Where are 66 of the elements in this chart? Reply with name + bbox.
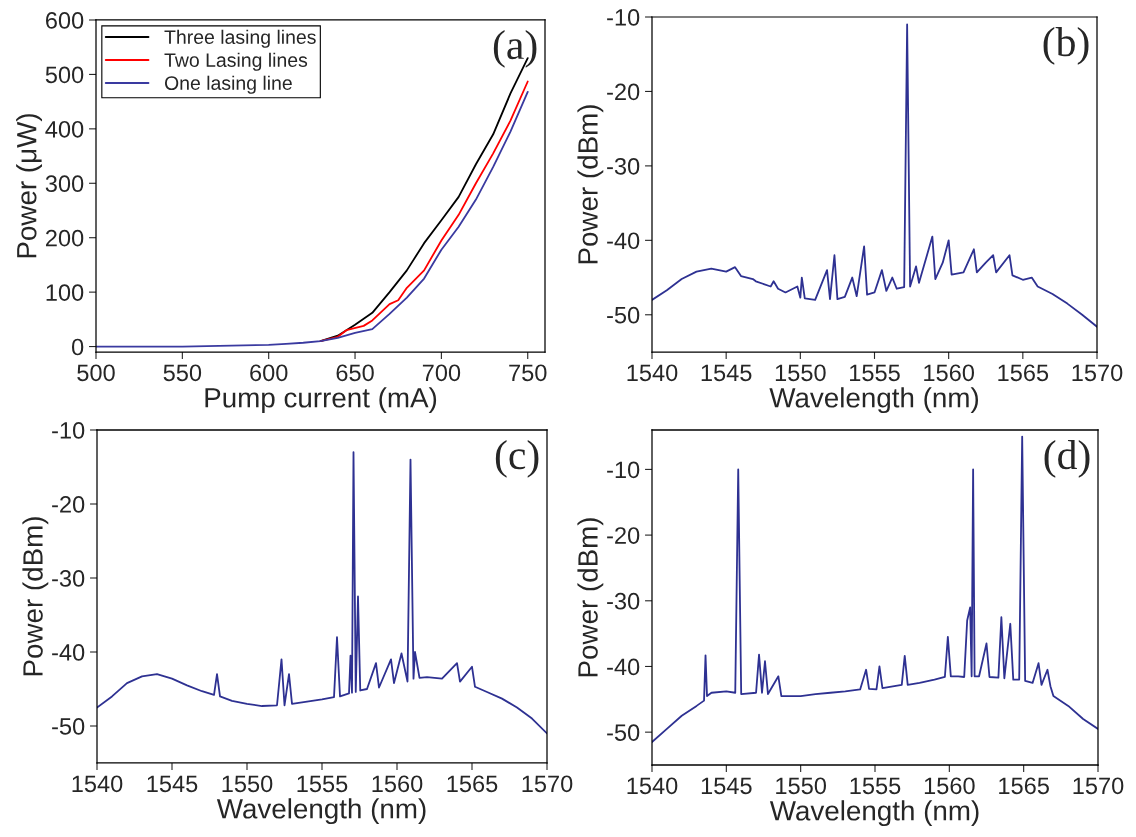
y-tick-label: 200 [45,229,84,247]
x-tick-label: 1540 [72,775,123,793]
y-tick-label: 100 [46,284,84,301]
y-tick-label: -30 [607,157,640,175]
y-axis-title: Power (dBm) [577,518,604,677]
annotation: (a) [493,29,537,68]
y-tick-label: 500 [45,66,84,84]
y-tick-label: -40 [607,232,640,250]
y-tick-label: 0 [71,338,84,356]
annotation: (d) [1044,440,1090,478]
x-tick-label: 1550 [222,775,273,793]
x-axis-title: Pump current (mA) [205,387,437,414]
x-tick-label: 1565 [999,777,1049,795]
y-tick-label: -20 [607,527,640,544]
y-tick-label: 300 [45,175,84,193]
x-tick-label: 1570 [1073,777,1124,795]
legend-label: Three lasing lines [164,29,316,48]
y-tick-label: -10 [607,461,640,479]
y-tick-label: -40 [52,644,85,661]
x-tick-label: 550 [163,364,202,382]
annotation: (c) [495,439,539,478]
y-tick-label: 400 [45,120,84,138]
legend-label: One lasing line [164,75,292,94]
y-axis-title: Power (dBm) [577,105,604,264]
annotation: (b) [1043,27,1089,65]
x-tick-label: 1555 [850,777,901,795]
x-tick-label: 600 [250,364,288,382]
x-tick-label: 1555 [297,775,348,793]
y-axis-title: Power (dBm) [22,517,49,676]
y-tick-label: -10 [52,422,85,439]
y-tick-label: -20 [52,496,85,513]
x-axis-title: Wavelength (nm) [769,800,979,827]
legend-label: Two Lasing lines [164,52,308,71]
x-tick-label: 1570 [522,775,573,793]
x-tick-label: 1545 [147,775,198,793]
line-series [652,435,1098,743]
y-axis-title: Power (μW) [16,114,43,258]
x-tick-label: 1550 [776,777,827,795]
x-tick-label: 1560 [924,364,975,382]
y-tick-label: -30 [607,592,640,610]
x-tick-label: 500 [77,364,115,382]
x-tick-label: 1560 [924,777,975,795]
x-tick-label: 1565 [447,775,498,793]
y-tick-label: -10 [607,9,640,26]
line-series [652,23,1097,328]
y-tick-label: -40 [607,658,640,676]
x-tick-label: 1560 [372,775,423,793]
y-tick-label: -20 [607,83,640,101]
y-tick-label: -50 [607,306,640,324]
x-tick-label: 700 [422,364,461,382]
x-tick-label: 1570 [1072,364,1123,382]
x-tick-label: 1545 [701,364,752,382]
x-tick-label: 1565 [998,364,1049,382]
x-tick-label: 1550 [775,364,826,382]
x-tick-label: 750 [509,364,547,382]
x-tick-label: 1545 [701,777,752,795]
y-tick-label: -50 [607,724,640,741]
x-axis-title: Wavelength (nm) [769,387,979,414]
x-tick-label: 1540 [627,777,678,795]
x-axis-title: Wavelength (nm) [216,798,426,825]
y-tick-label: 600 [46,12,84,29]
y-tick-label: -50 [52,718,85,735]
x-tick-label: 1540 [627,364,678,382]
x-tick-label: 1555 [850,364,900,382]
y-tick-label: -30 [52,570,85,587]
x-tick-label: 650 [336,364,374,382]
